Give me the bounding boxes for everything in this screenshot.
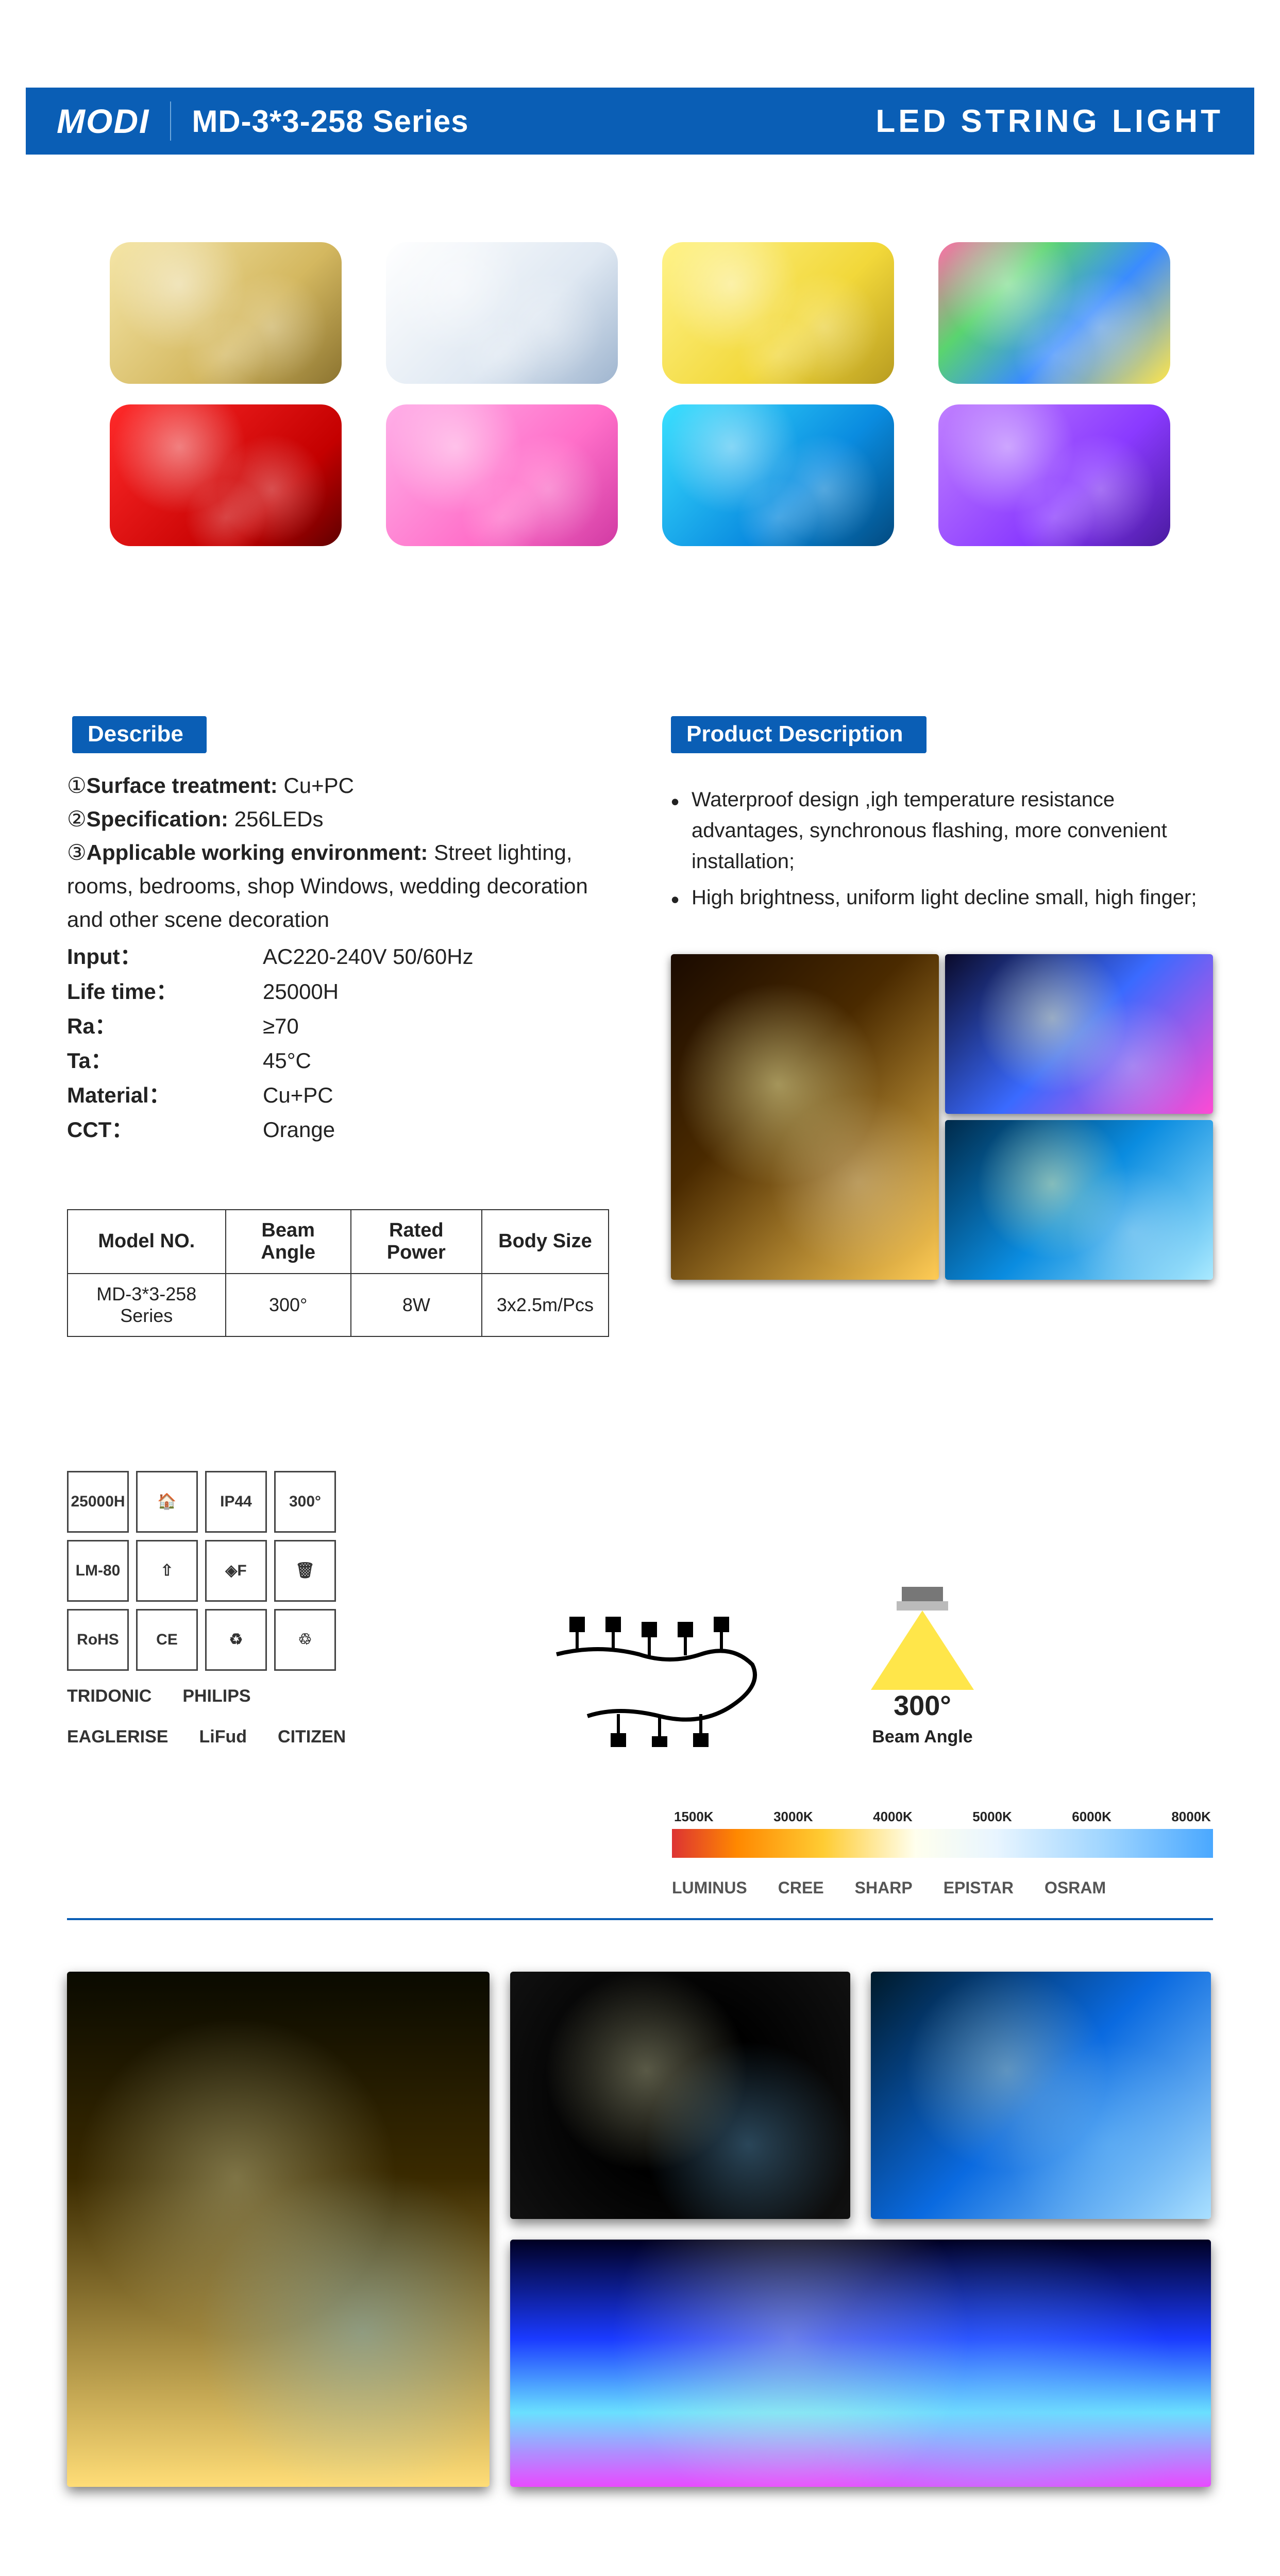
color-swatch [662, 242, 894, 384]
beam-angle-label: Beam Angle [866, 1727, 979, 1747]
spec-row: CCT：Orange [67, 1112, 609, 1147]
cct-tick: 8000K [1171, 1809, 1211, 1825]
chip-brand-logo: SHARP [855, 1878, 913, 1897]
product-description-bullets: Waterproof design ,igh temperature resis… [671, 784, 1213, 913]
beam-cone-icon [871, 1611, 974, 1690]
section-divider [67, 1918, 1213, 1920]
header-bar: MODI MD-3*3-258 Series LED STRING LIGHT [26, 88, 1254, 155]
table-row: MD-3*3-258 Series300°8W3x2.5m/Pcs [68, 1274, 609, 1336]
cct-gradient-bar [672, 1829, 1213, 1858]
describe-section: Describe ①Surface treatment: Cu+PC②Speci… [67, 716, 609, 1337]
cert-icon: ♲ [274, 1609, 336, 1671]
cct-tick: 3000K [773, 1809, 813, 1825]
describe-item: ③Applicable working environment: Street … [67, 836, 609, 936]
scene-image [945, 954, 1213, 1114]
partner-logo: LiFud [199, 1727, 247, 1747]
describe-heading: Describe [72, 716, 207, 753]
beam-angle-diagram: 300° Beam Angle [866, 1587, 979, 1747]
bullet-item: Waterproof design ,igh temperature resis… [671, 784, 1213, 877]
describe-item: ②Specification: 256LEDs [67, 802, 609, 836]
color-swatch-gallery [93, 242, 1187, 546]
cert-icon: 25000H [67, 1471, 129, 1533]
series-title: MD-3*3-258 Series [192, 104, 468, 139]
scene-image [671, 954, 939, 1280]
color-swatch [386, 404, 618, 546]
gallery-image [510, 2240, 1211, 2487]
cct-tick: 4000K [873, 1809, 913, 1825]
describe-items: ①Surface treatment: Cu+PC②Specification:… [67, 769, 609, 936]
cert-icon: CE [136, 1609, 198, 1671]
scene-image [945, 1120, 1213, 1280]
wiring-diagram-icon [536, 1613, 804, 1747]
product-description-heading: Product Description [671, 716, 927, 753]
partner-logo: CITIZEN [278, 1727, 346, 1747]
chip-brand-logo: EPISTAR [944, 1878, 1014, 1897]
installation-gallery [67, 1972, 1213, 2487]
chip-brand-logo: OSRAM [1045, 1878, 1106, 1897]
cert-icon: IP44 [205, 1471, 267, 1533]
spec-row: Material：Cu+PC [67, 1078, 609, 1112]
gallery-image [67, 1972, 490, 2487]
color-swatch [938, 242, 1170, 384]
color-swatch [662, 404, 894, 546]
describe-item: ①Surface treatment: Cu+PC [67, 769, 609, 802]
color-swatch [938, 404, 1170, 546]
chip-brand-logo: LUMINUS [672, 1878, 747, 1897]
spec-row: Ra：≥70 [67, 1009, 609, 1043]
cert-icon: ♻ [205, 1609, 267, 1671]
spec-list: Input：AC220-240V 50/60HzLife time：25000H… [67, 939, 609, 1147]
beam-angle-value: 300° [866, 1690, 979, 1722]
model-table-header: Rated Power [351, 1210, 482, 1274]
certification-block: 25000H🏠IP44300° LM-80⇧◈F🗑 RoHSCE♻♲ TRIDONI… [67, 1471, 356, 1747]
spec-row: Input：AC220-240V 50/60Hz [67, 939, 609, 974]
model-table-header: Model NO. [68, 1210, 226, 1274]
spec-row: Ta：45°C [67, 1043, 609, 1078]
product-type: LED STRING LIGHT [875, 103, 1254, 140]
cert-icon: ◈F [205, 1540, 267, 1602]
cct-tick: 6000K [1072, 1809, 1111, 1825]
brand-logo: MODI [26, 101, 171, 141]
partner-logo: EAGLERISE [67, 1727, 168, 1747]
gallery-image [871, 1972, 1211, 2219]
cert-icon: LM-80 [67, 1540, 129, 1602]
cert-icon: ⇧ [136, 1540, 198, 1602]
chip-brand-logo: CREE [778, 1878, 824, 1897]
gallery-image [510, 1972, 850, 2219]
cert-icon: 🗑 [274, 1540, 336, 1602]
color-swatch [110, 242, 342, 384]
cct-spectrum: 1500K 3000K 4000K 5000K 6000K 8000K LUMINUS CR… [672, 1809, 1213, 1897]
partner-logos: TRIDONIC PHILIPS EAGLERISE LiFud CITIZEN [67, 1686, 356, 1747]
cert-icon: 🏠 [136, 1471, 198, 1533]
cert-icon: RoHS [67, 1609, 129, 1671]
chip-brand-logos: LUMINUS CREE SHARP EPISTAR OSRAM [672, 1878, 1213, 1897]
model-table: Model NO.Beam AngleRated PowerBody Size … [67, 1209, 609, 1337]
spec-row: Life time：25000H [67, 974, 609, 1009]
model-table-header: Body Size [482, 1210, 609, 1274]
cert-icon: 300° [274, 1471, 336, 1533]
scene-collage [671, 954, 1213, 1286]
cct-tick: 5000K [972, 1809, 1012, 1825]
model-table-header: Beam Angle [226, 1210, 351, 1274]
partner-logo: PHILIPS [182, 1686, 250, 1706]
color-swatch [386, 242, 618, 384]
partner-logo: TRIDONIC [67, 1686, 151, 1706]
cct-tick: 1500K [674, 1809, 714, 1825]
bullet-item: High brightness, uniform light decline s… [671, 882, 1213, 913]
color-swatch [110, 404, 342, 546]
product-description-section: Product Description Waterproof design ,i… [671, 716, 1213, 1337]
